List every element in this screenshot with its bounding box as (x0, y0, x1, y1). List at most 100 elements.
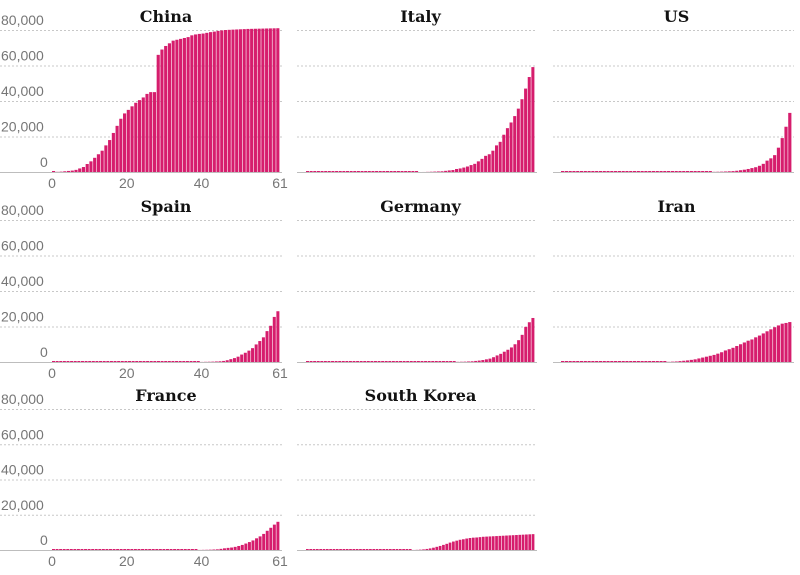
bar (572, 361, 576, 362)
bar (229, 359, 233, 362)
bar (88, 361, 92, 362)
bar (101, 549, 105, 550)
bar (338, 361, 342, 362)
bar (258, 341, 262, 362)
bar (78, 168, 82, 172)
bar (391, 361, 395, 362)
bar (117, 361, 121, 362)
bar (697, 171, 701, 172)
bar (621, 171, 625, 172)
bar (109, 549, 112, 550)
bar (531, 534, 535, 550)
bar (95, 361, 99, 362)
bar (52, 549, 55, 550)
bar (407, 171, 411, 172)
bar (244, 543, 248, 550)
bar (91, 361, 95, 362)
bar (382, 171, 386, 172)
bar (306, 171, 310, 172)
bar (356, 361, 360, 362)
bar (309, 171, 313, 172)
bar (59, 361, 63, 362)
bar (436, 171, 440, 172)
y-tick-label: 40,000 (1, 273, 44, 289)
bar (757, 335, 762, 362)
bar (348, 361, 352, 362)
bar (364, 171, 368, 172)
bar (218, 361, 222, 362)
bar (402, 361, 406, 362)
bar (625, 171, 629, 172)
bar (148, 549, 152, 550)
bar (395, 549, 399, 550)
bar (255, 538, 259, 550)
panel-spain: 80,000 60,000 40,000 20,000 0 Spain 0 20 40 61 (0, 197, 288, 381)
bar (780, 138, 784, 172)
bar (427, 361, 431, 362)
x-tick-label: 0 (48, 553, 56, 569)
panel-france: 80,000 60,000 40,000 20,000 0 France 0 20 40 61 (0, 386, 288, 569)
bar (685, 360, 690, 362)
bar (272, 316, 276, 362)
bar (247, 542, 251, 550)
bar (509, 347, 513, 362)
bar (461, 539, 465, 550)
x-tick-label: 61 (272, 365, 288, 381)
bar (384, 361, 388, 362)
bar (349, 171, 353, 172)
bar (124, 361, 128, 362)
bar (335, 171, 339, 172)
bar (257, 28, 261, 173)
bar (516, 108, 520, 172)
bar (564, 361, 568, 362)
bar (276, 521, 280, 550)
x-tick-label: 20 (119, 365, 135, 381)
bar (250, 28, 254, 172)
bar (158, 549, 162, 550)
bar (160, 49, 164, 172)
bar (167, 361, 171, 362)
bar (320, 171, 324, 172)
bar (501, 535, 505, 550)
bar (455, 540, 459, 550)
bar (625, 361, 629, 362)
bar (84, 549, 88, 550)
bar (216, 30, 220, 173)
bar (655, 361, 659, 362)
bar (568, 361, 572, 362)
bar (251, 540, 255, 550)
bar (193, 361, 197, 362)
bar (598, 171, 603, 172)
bar (505, 535, 508, 550)
bar (449, 361, 453, 362)
bar (349, 549, 352, 550)
bar (693, 171, 697, 172)
bar (63, 171, 67, 172)
bar (435, 546, 439, 550)
bar (511, 535, 515, 550)
bar (513, 116, 517, 172)
bar (788, 112, 792, 172)
bar (365, 549, 369, 550)
bar (388, 549, 392, 550)
bar (85, 164, 89, 172)
bar (682, 171, 686, 172)
bar (515, 535, 518, 550)
bar (481, 536, 485, 550)
bar (614, 171, 618, 172)
bar (579, 171, 584, 172)
bar (428, 548, 432, 550)
bar (388, 361, 392, 362)
bar (138, 361, 142, 362)
x-tick-label: 61 (272, 175, 288, 191)
panel-title: Italy (400, 7, 441, 26)
bar (720, 352, 724, 362)
bar (495, 355, 499, 362)
bar (325, 549, 329, 550)
bar (116, 549, 120, 550)
bar (392, 549, 396, 550)
bar (258, 536, 262, 550)
bar (316, 171, 320, 172)
bar (205, 32, 209, 173)
bar (746, 168, 750, 172)
